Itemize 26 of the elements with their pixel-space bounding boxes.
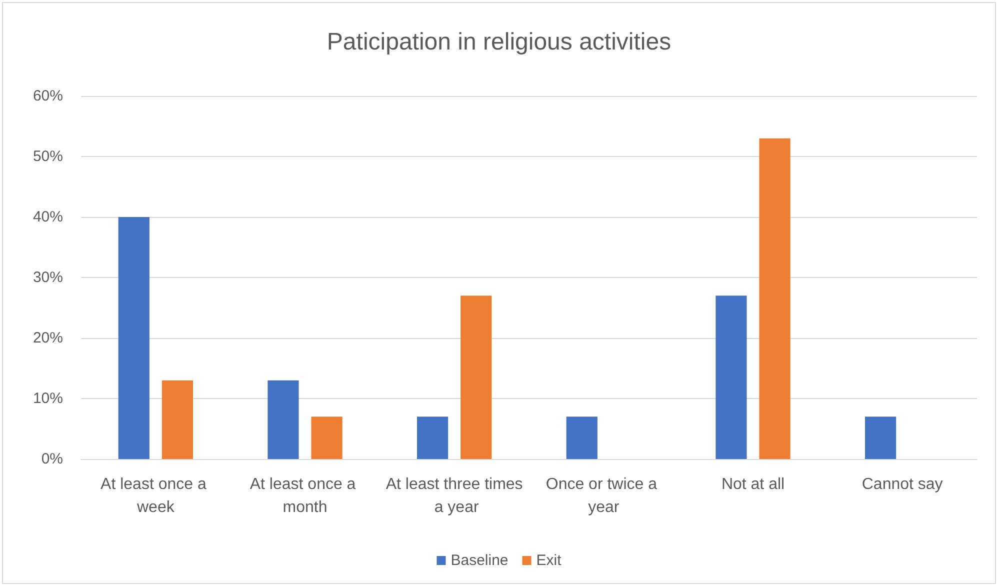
bar — [268, 380, 299, 459]
bar — [759, 138, 790, 459]
y-tick-label: 40% — [32, 208, 63, 226]
x-tick-label: Not at all — [721, 476, 785, 493]
bar — [311, 416, 342, 459]
y-tick-label: 20% — [32, 330, 63, 346]
bar — [162, 380, 193, 459]
x-tick-label: At least three times a year — [386, 476, 523, 516]
chart-title: Paticipation in religious activities — [326, 28, 672, 56]
bar — [417, 416, 448, 459]
y-tick-label: 50% — [32, 148, 63, 165]
x-tick-label: At least once a week — [100, 476, 211, 516]
bar — [865, 416, 896, 459]
bar — [716, 296, 747, 459]
y-tick-label: 10% — [32, 390, 63, 407]
legend-label: Exit — [536, 552, 562, 569]
y-tick-label: 30% — [32, 269, 63, 286]
x-tick-label: At least once a month — [250, 476, 360, 516]
bar — [118, 217, 150, 459]
bar — [460, 296, 492, 459]
x-tick-label: Once or twice a year — [546, 476, 662, 516]
y-tick-label: 0% — [41, 450, 63, 468]
legend-label: Baseline — [450, 552, 508, 569]
bar — [566, 416, 598, 459]
x-tick-label: Cannot say — [862, 476, 943, 493]
y-tick-label: 60% — [32, 88, 63, 104]
